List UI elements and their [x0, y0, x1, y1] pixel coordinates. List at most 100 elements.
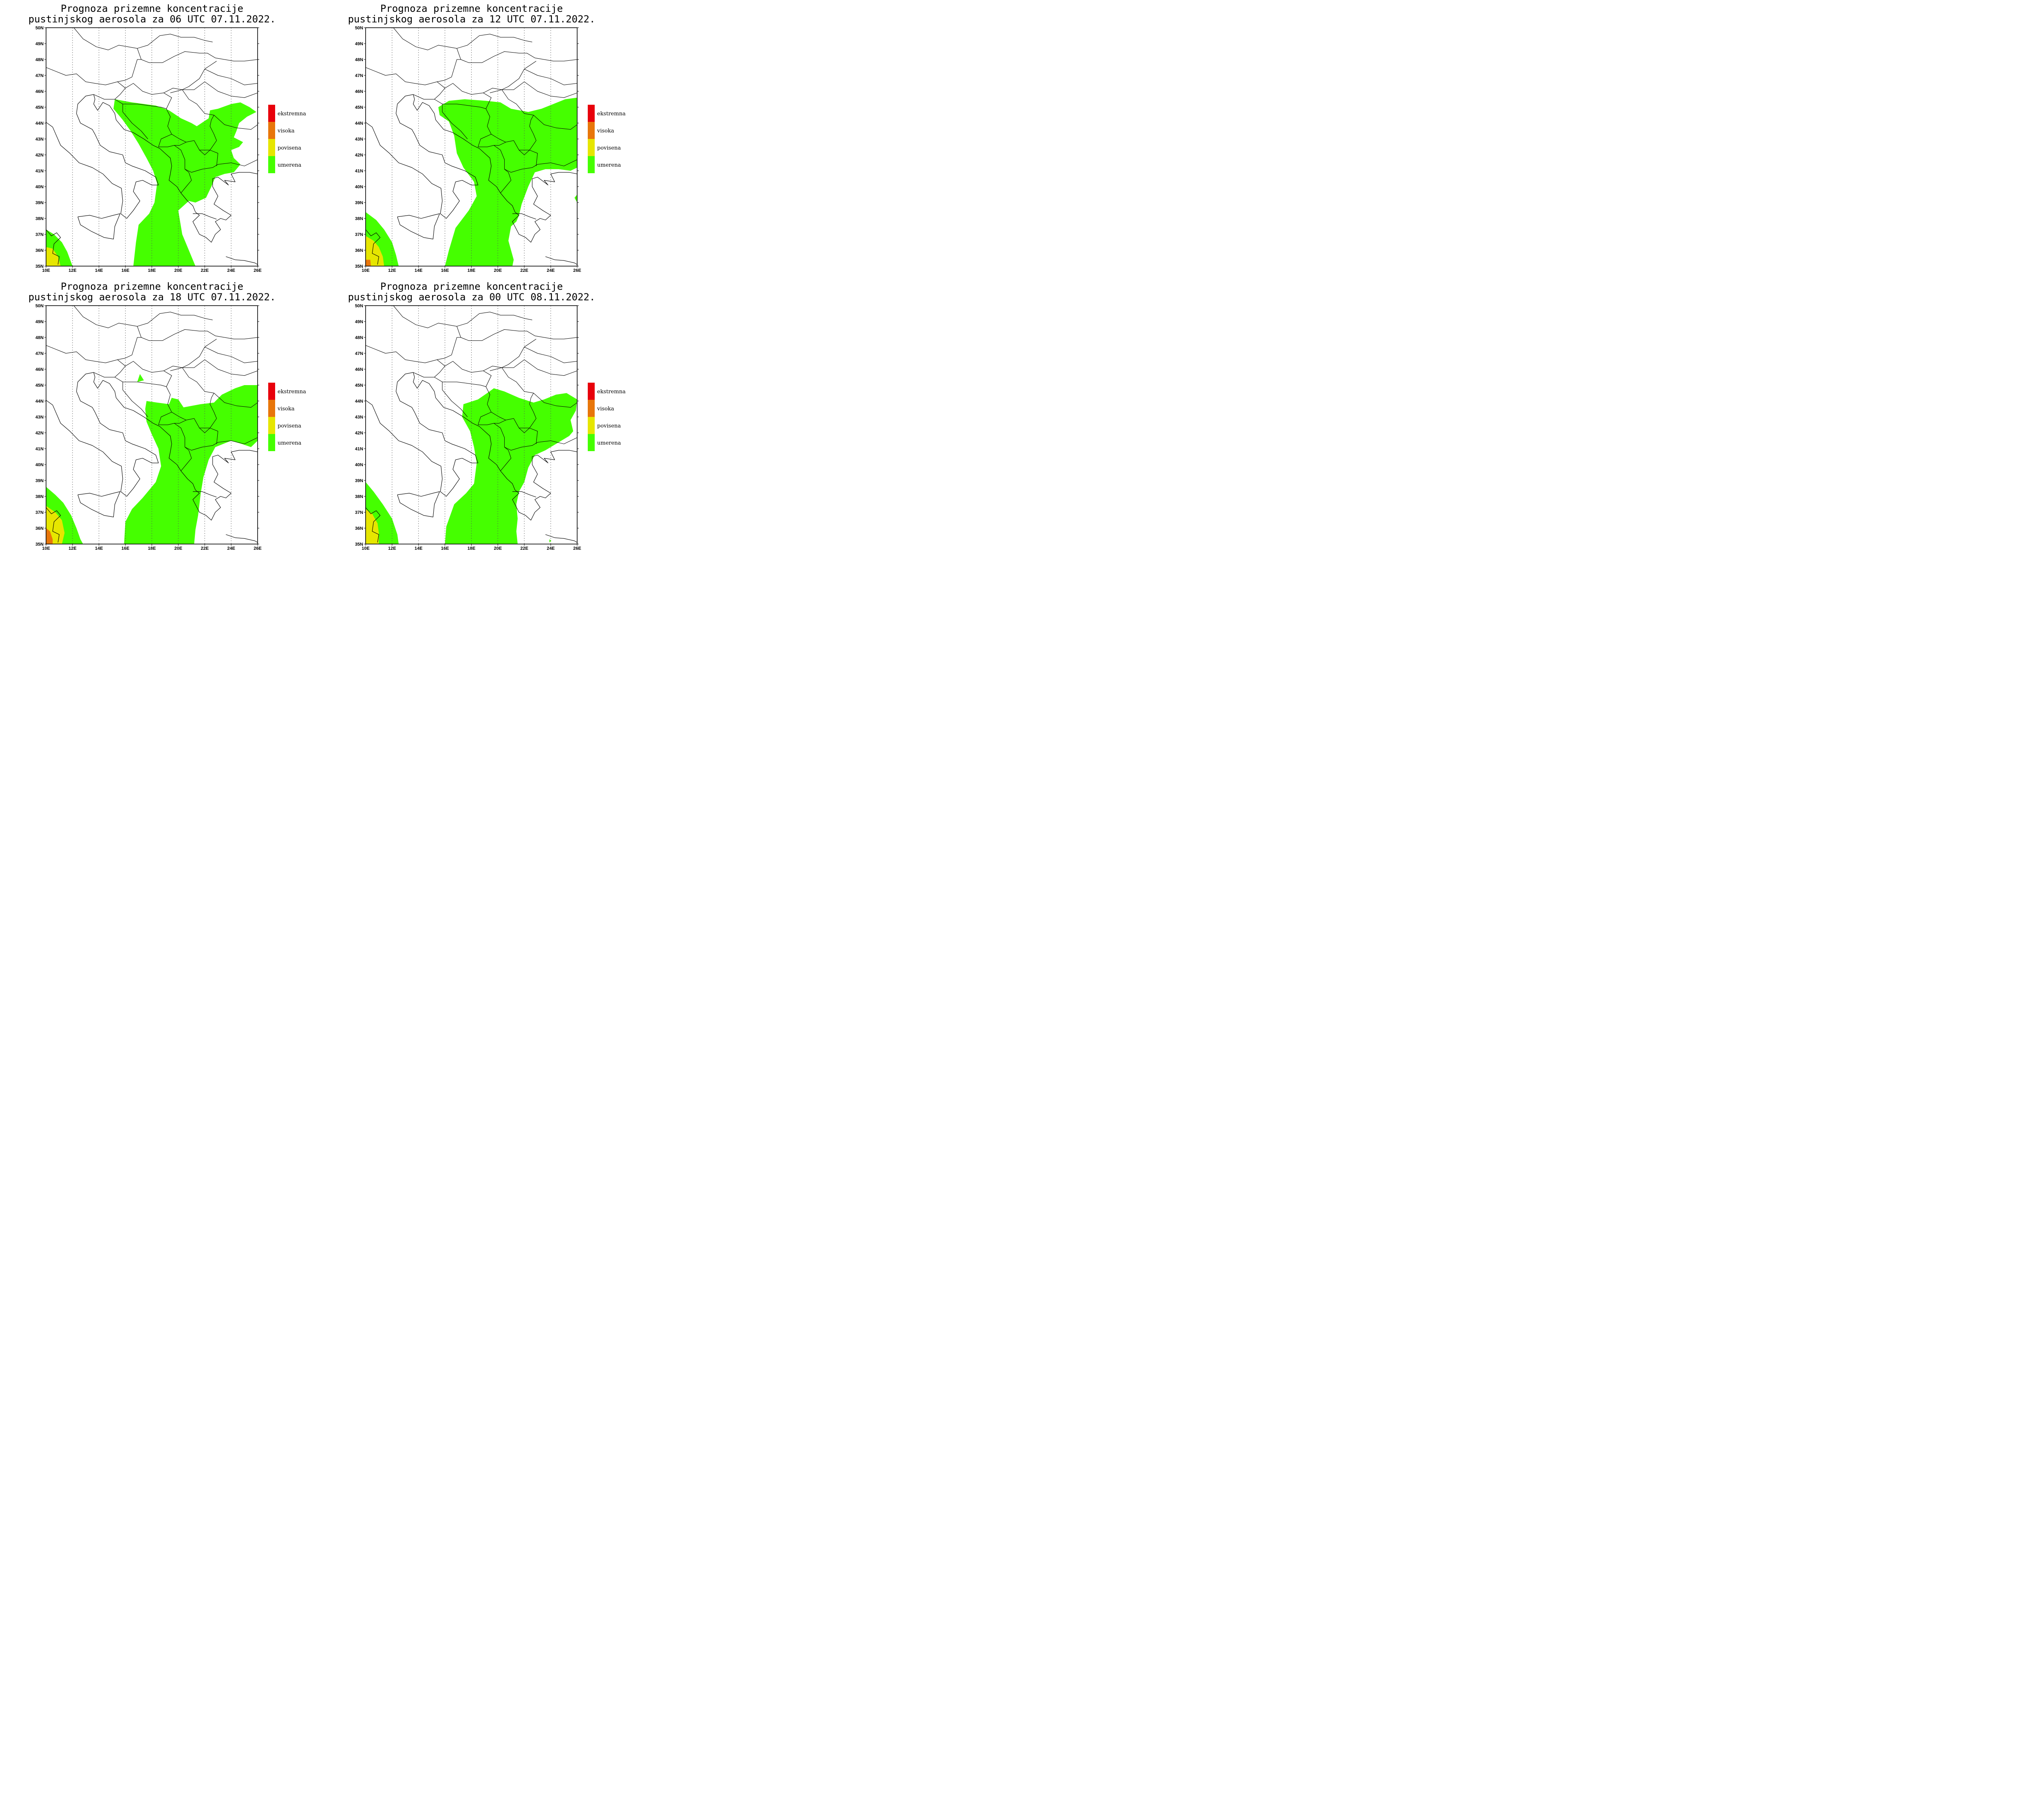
forecast-panel-06utc: Prognoza prizemne koncentracije pustinjs…: [0, 0, 319, 278]
lat-tick-label: 49N: [35, 319, 44, 324]
map-area: 35N 36N 37N 38N 39N 40N 41N 42N 43N 44N 45N 46N 47N 4…: [355, 304, 581, 551]
coastline: [545, 534, 577, 543]
lat-tick-label: 43N: [355, 415, 363, 420]
coastline: [46, 229, 61, 265]
lat-tick-label: 41N: [355, 447, 363, 452]
lat-tick-label: 37N: [35, 232, 44, 237]
lat-tick-label: 42N: [35, 431, 44, 436]
concentration-area-povisena: [366, 509, 379, 544]
country-border: [137, 34, 213, 49]
lon-tick-label: 22E: [520, 268, 528, 273]
country-border: [137, 312, 213, 327]
lon-tick-label: 12E: [388, 268, 396, 273]
country-border: [437, 339, 536, 373]
country-border: [457, 312, 532, 327]
legend-label-umerena: umerena: [597, 162, 621, 168]
country-border: [501, 367, 536, 433]
lon-tick-label: 14E: [95, 546, 103, 551]
legend-label-visoka: visoka: [277, 128, 295, 134]
country-border: [529, 150, 538, 166]
lat-tick-label: 37N: [35, 510, 44, 515]
legend-label-visoka: visoka: [597, 128, 614, 134]
panel-title-line2: pustinjskog aerosola za 12 UTC 07.11.202…: [348, 13, 596, 25]
lat-tick-label: 49N: [355, 42, 363, 46]
country-border: [478, 420, 506, 425]
map-svg: Prognoza prizemne koncentracije pustinjs…: [348, 3, 626, 273]
legend-label-visoka: visoka: [597, 406, 614, 412]
lon-tick-label: 20E: [174, 546, 183, 551]
lat-tick-label: 50N: [35, 304, 44, 308]
legend-swatch-umerena: [588, 434, 595, 451]
lat-tick-label: 37N: [355, 232, 363, 237]
country-border: [93, 88, 126, 99]
lat-tick-label: 37N: [355, 510, 363, 515]
country-border: [413, 366, 445, 377]
map-content: [366, 306, 577, 544]
lat-tick-label: 48N: [355, 335, 363, 340]
legend-label-umerena: umerena: [278, 162, 302, 168]
concentration-area-umerena: [574, 194, 577, 203]
coastline: [413, 372, 577, 521]
concentration-area-umerena: [438, 97, 577, 266]
coastline: [226, 534, 258, 543]
lon-tick-label: 18E: [148, 546, 156, 551]
country-border: [501, 89, 536, 155]
map-area: 35N 36N 37N 38N 39N 40N 41N 42N 43N 44N 45N 46N 47N 4…: [35, 26, 262, 273]
coastline: [226, 256, 258, 265]
coastline: [193, 491, 217, 498]
coastline: [93, 372, 258, 521]
lat-tick-label: 49N: [355, 319, 363, 324]
legend-label-ekstremna: ekstremna: [597, 111, 626, 117]
lat-tick-label: 44N: [35, 121, 44, 126]
country-border: [483, 93, 492, 109]
lat-tick-label: 38N: [35, 494, 44, 499]
lat-tick-label: 35N: [355, 264, 363, 269]
country-border: [442, 382, 468, 417]
country-border: [434, 99, 492, 147]
map-content: [46, 306, 258, 544]
lat-tick-label: 47N: [355, 351, 363, 356]
concentration-area-umerena: [124, 385, 258, 544]
lat-tick-label: 42N: [355, 153, 363, 158]
lat-tick-label: 40N: [35, 185, 44, 189]
coastline: [46, 507, 61, 543]
lat-tick-label: 44N: [35, 399, 44, 404]
lat-tick-label: 47N: [355, 73, 363, 78]
legend-label-ekstremna: ekstremna: [597, 389, 626, 395]
lon-tick-label: 14E: [415, 546, 423, 551]
coastline: [413, 94, 577, 243]
coastline: [193, 213, 217, 220]
lat-tick-label: 42N: [355, 431, 363, 436]
country-border: [210, 427, 218, 444]
country-border: [210, 150, 218, 166]
legend-swatch-povisena: [268, 139, 275, 156]
lon-tick-label: 24E: [547, 268, 555, 273]
lat-tick-label: 40N: [355, 185, 363, 189]
lat-tick-label: 45N: [355, 105, 363, 110]
lat-tick-label: 38N: [355, 494, 363, 499]
country-border: [491, 412, 525, 433]
country-border: [117, 61, 217, 95]
country-border: [434, 377, 492, 425]
legend-swatch-umerena: [588, 156, 595, 173]
lat-tick-label: 36N: [355, 248, 363, 253]
lat-tick-label: 50N: [35, 26, 44, 31]
country-border: [185, 159, 258, 173]
legend: ekstremna visoka povisena umerena: [588, 383, 626, 451]
coastline: [512, 491, 536, 498]
lat-tick-label: 47N: [35, 351, 44, 356]
coastline: [77, 213, 121, 240]
legend-swatch-povisena: [588, 139, 595, 156]
lat-tick-label: 36N: [35, 248, 44, 253]
legend-label-ekstremna: ekstremna: [278, 389, 306, 395]
legend-swatch-ekstremna: [268, 383, 275, 400]
legend-swatch-visoka: [268, 122, 275, 139]
country-border: [171, 134, 205, 155]
legend-label-povisena: povisena: [597, 145, 621, 151]
lat-tick-label: 40N: [355, 463, 363, 467]
concentration-area-povisena: [46, 247, 61, 266]
lat-tick-label: 48N: [35, 57, 44, 62]
lon-tick-label: 10E: [362, 546, 370, 551]
lon-tick-label: 20E: [494, 546, 502, 551]
lon-tick-label: 26E: [573, 268, 581, 273]
